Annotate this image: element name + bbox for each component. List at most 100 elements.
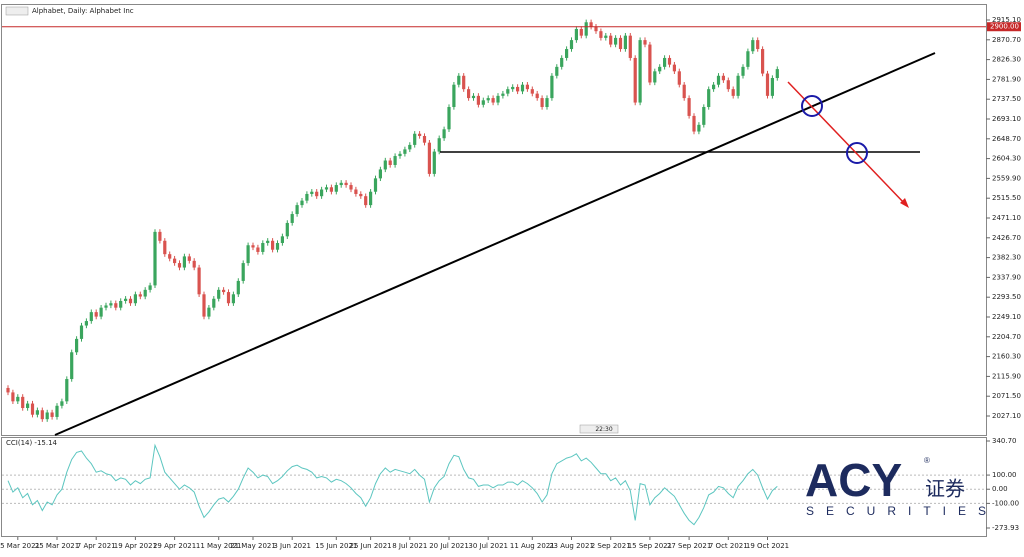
candle-body (383, 160, 387, 170)
candle-body (506, 89, 510, 94)
cci-line (7, 443, 778, 526)
candle-body (349, 185, 353, 190)
candle-body (99, 307, 103, 317)
candle-body (712, 84, 716, 90)
candle-body (65, 379, 69, 402)
y-tick-label: 2515.50 (992, 194, 1021, 202)
candle-body (535, 93, 539, 99)
candle-body (26, 403, 30, 409)
candle-body (687, 98, 691, 116)
candle-body (163, 240, 167, 255)
price-level-label: 2900.00 (990, 23, 1019, 31)
x-tick-label: 7 Oct 2021 (709, 542, 748, 550)
candle-body (6, 387, 10, 393)
candle-body (202, 294, 206, 317)
y-tick-label: 2604.30 (992, 155, 1021, 163)
candle-body (133, 294, 137, 304)
candle-body (628, 35, 632, 58)
candle-body (697, 124, 701, 132)
x-tick-label: 8 Jul 2021 (392, 542, 427, 550)
x-tick-label: 15 Jun 2021 (315, 542, 357, 550)
candle-body (726, 80, 730, 90)
y-tick-label: 2915.10 (992, 16, 1021, 24)
y-tick-label: 340.70 (992, 437, 1017, 445)
candle-body (457, 75, 461, 85)
candle-body (672, 64, 676, 72)
price-panel (1, 4, 987, 436)
x-tick-label: 30 Jul 2021 (468, 542, 508, 550)
candle-body (182, 256, 186, 268)
candle-body (153, 231, 157, 286)
candle-body (226, 292, 231, 304)
candle-body (275, 243, 280, 250)
candle-body (339, 182, 343, 186)
circle (801, 95, 823, 117)
candle-body (491, 98, 495, 103)
candle-body (569, 40, 574, 50)
candle-body (520, 84, 525, 92)
watermark-subtitle: SECURITIES (806, 504, 998, 518)
candle-body (173, 258, 177, 264)
candle-body (246, 245, 250, 264)
candle-body (422, 135, 427, 143)
candle-body (324, 187, 329, 190)
candle-body (418, 133, 422, 136)
y-tick-label: 0.00 (992, 485, 1008, 493)
candle-body (638, 40, 642, 103)
candle-body (501, 93, 505, 96)
candle-body (148, 285, 152, 290)
candle-body (765, 73, 770, 96)
plot-layer: 2915.10 2870.70 2826.30 2781.90 2737.50 2693.… (0, 16, 1021, 550)
candle-body (300, 200, 304, 206)
candle-body (540, 98, 544, 108)
candle-body (555, 66, 559, 76)
candle-body (138, 294, 142, 297)
x-tick-label: 11 May 2021 (196, 542, 242, 550)
arrow-head (900, 198, 909, 208)
time-marker: 22:30 (595, 426, 612, 433)
candle-body (604, 35, 608, 38)
candle-body (682, 84, 686, 99)
candle-body (315, 191, 319, 197)
candle-body (109, 303, 113, 306)
candle-body (408, 144, 412, 150)
candle-body (50, 412, 54, 417)
candle-body (231, 294, 235, 304)
x-tick-label: 15 Sep 2021 (628, 542, 672, 550)
candle-body (560, 57, 564, 67)
candle-body (462, 75, 466, 90)
y-tick-label: 2559.90 (992, 174, 1021, 182)
candle-body (11, 392, 15, 402)
candle-body (369, 191, 373, 206)
candle-body (329, 187, 333, 192)
candle-body (40, 410, 44, 420)
candle-body (344, 182, 348, 186)
candle-body (525, 84, 529, 90)
candle-body (594, 26, 598, 32)
candle-body (677, 71, 681, 85)
y-tick-label: 2471.10 (992, 214, 1021, 222)
time-marker-box (579, 424, 619, 434)
candle-body (486, 98, 490, 101)
candle-body (207, 307, 211, 317)
icon (5, 6, 29, 16)
candle-body (114, 303, 118, 308)
candle-body (236, 280, 240, 295)
candle-body (721, 75, 725, 81)
candle-body (579, 28, 583, 36)
candle-body (373, 178, 378, 192)
candle-body (442, 129, 446, 139)
y-tick-label: 2781.90 (992, 75, 1021, 83)
candle-body (285, 222, 289, 237)
candle-body (143, 289, 147, 297)
candle-body (736, 75, 740, 96)
watermark-registered: ® (924, 456, 930, 465)
candle-body (530, 89, 534, 94)
y-tick-label: 2027.10 (992, 412, 1021, 420)
candle-body (84, 321, 88, 326)
candle-body (70, 352, 74, 380)
candle-body (702, 107, 706, 125)
y-tick-label: 2249.10 (992, 313, 1021, 321)
candle-body (60, 401, 64, 406)
candle-body (271, 240, 275, 250)
